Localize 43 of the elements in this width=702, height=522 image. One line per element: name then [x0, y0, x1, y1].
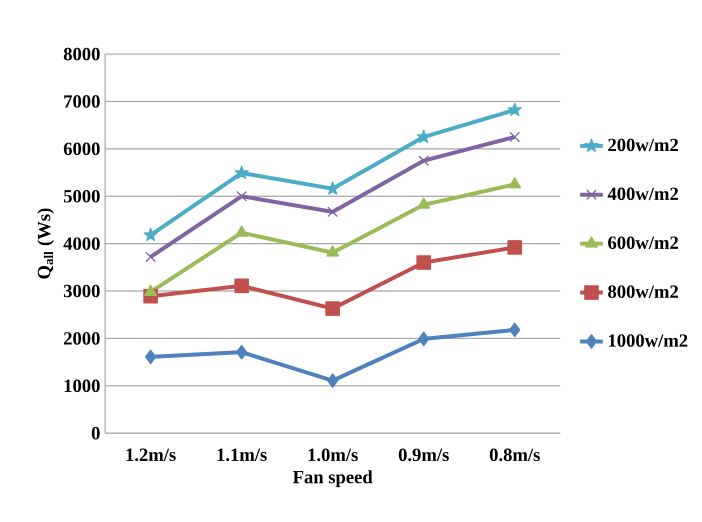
legend-label: 400w/m2 [608, 188, 678, 200]
point [234, 278, 249, 294]
x-tick-label: 1.0m/s [308, 448, 358, 462]
y-tick-label: 7000 [64, 95, 100, 108]
y-tick-label: 5000 [64, 190, 100, 203]
point [508, 102, 522, 116]
y-tick-label: 1000 [64, 380, 100, 392]
point [416, 255, 432, 270]
point [509, 322, 520, 338]
point [508, 177, 522, 188]
y-tick-label: 2000 [64, 332, 100, 345]
legend-label: 800w/m2 [608, 285, 678, 298]
y-tick-label: 3000 [64, 284, 100, 298]
point [236, 344, 248, 360]
x-tick-label: 1.2m/s [126, 448, 176, 462]
point [236, 190, 248, 202]
point [145, 252, 156, 262]
point [418, 332, 430, 346]
point [144, 350, 156, 364]
x-axis-title: Fan speed [292, 470, 372, 488]
point [234, 166, 249, 180]
y-tick-label: 4000 [63, 237, 100, 250]
point [327, 373, 338, 388]
legend-label: 200w/m2 [608, 138, 678, 152]
legend-label: 600w/m2 [608, 236, 678, 249]
y-tick-label: 6000 [64, 142, 100, 156]
point [327, 206, 338, 218]
point [325, 301, 340, 316]
point [235, 225, 248, 237]
point [507, 240, 522, 255]
y-axis-title: Q$_{all}$ (Ws) [37, 208, 54, 279]
point [144, 228, 158, 242]
point [326, 245, 340, 257]
y-tick-label: 8000 [64, 48, 100, 60]
point [418, 155, 430, 166]
point [509, 132, 520, 142]
legend-label: 1000w/m2 [608, 334, 688, 347]
y-tick-label: 0 [92, 426, 100, 440]
point [417, 197, 430, 209]
x-tick-label: 0.9m/s [398, 448, 449, 462]
x-tick-label: 1.1m/s [218, 448, 267, 462]
x-tick-label: 0.8m/s [490, 448, 540, 462]
point [144, 284, 158, 296]
